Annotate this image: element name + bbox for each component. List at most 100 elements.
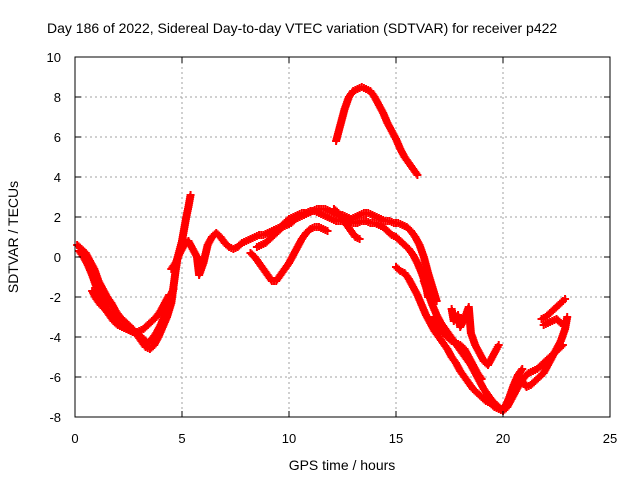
data-point-trail [479, 394, 489, 404]
data-point-trail [273, 272, 284, 284]
series-arc-12 [447, 303, 503, 369]
data-point-trail [277, 266, 288, 278]
data-point-trail [528, 378, 538, 388]
data-point-trail [149, 330, 160, 342]
data-point-trail [551, 302, 562, 312]
data-point-trail [222, 240, 232, 250]
data-point-trail [181, 238, 191, 248]
x-tick-label: 5 [178, 431, 185, 446]
data-point-trail [260, 266, 271, 278]
data-point-trail [125, 322, 136, 332]
data-point-trail [345, 88, 357, 100]
data-point-trail [140, 322, 151, 332]
y-tick-label: -6 [49, 370, 61, 385]
data-point-trail [348, 228, 359, 240]
data-point [561, 295, 570, 303]
data-point-trail [217, 234, 228, 246]
data-point [518, 365, 527, 373]
data-point-trail [262, 236, 273, 246]
data-series [73, 83, 572, 415]
series-arc-7 [329, 205, 364, 243]
y-tick-label: -2 [49, 290, 61, 305]
data-point-trail [145, 336, 155, 346]
data-point-trail [275, 224, 286, 234]
y-tick-label: 2 [54, 210, 61, 225]
data-point-trail [401, 242, 412, 252]
data-point-trail [521, 370, 532, 380]
data-point-trail [442, 326, 453, 338]
series-arc-5 [252, 205, 441, 305]
data-point-trail [457, 342, 468, 352]
data-point-trail [367, 88, 378, 100]
data-point [165, 291, 174, 299]
data-point-trail [405, 160, 417, 172]
data-point-trail [121, 318, 132, 328]
series-arc-6 [246, 223, 332, 285]
data-point-trail [485, 392, 496, 404]
data-point-trail [401, 270, 412, 282]
data-point-trail [93, 296, 104, 308]
data-point-trail [380, 224, 391, 234]
data-point-trail [489, 398, 500, 408]
data-point-trail [303, 226, 313, 236]
series-arc-15 [539, 315, 570, 329]
data-point-trail [480, 386, 491, 398]
y-tick-label: -4 [49, 330, 61, 345]
data-point-trail [251, 254, 262, 266]
data-point-trail [168, 260, 179, 272]
data-point [186, 191, 195, 199]
y-tick-label: 4 [54, 170, 61, 185]
data-point-trail [481, 358, 491, 368]
data-point-trail [474, 370, 485, 382]
y-axis-label: SDTVAR / TECUs [5, 181, 21, 293]
data-point [561, 321, 570, 329]
x-tick-label: 0 [71, 431, 78, 446]
data-point-trail [271, 228, 281, 238]
data-point-trail [410, 166, 421, 178]
data-point-trail [435, 334, 447, 346]
data-point-trail [264, 272, 275, 284]
y-tick-label: 6 [54, 130, 61, 145]
x-tick-label: 10 [282, 431, 296, 446]
data-point-trail [147, 342, 157, 352]
data-point [413, 171, 422, 179]
data-point-trail [149, 314, 159, 324]
x-tick-label: 25 [603, 431, 617, 446]
data-point-trail [76, 248, 87, 260]
x-tick-label: 20 [496, 431, 510, 446]
data-point-trail [440, 340, 451, 352]
data-point [323, 227, 332, 235]
data-point-trail [405, 246, 417, 258]
data-point-trail [140, 336, 151, 346]
x-axis-label: GPS time / hours [289, 457, 396, 473]
data-point-trail [256, 260, 267, 272]
data-point-trail [401, 154, 412, 166]
data-point-trail [110, 318, 121, 328]
data-point-trail [102, 306, 113, 318]
data-point-trail [536, 370, 547, 380]
data-point-trail [448, 354, 459, 366]
data-point-trail [444, 334, 455, 344]
data-point-trail [104, 294, 115, 306]
data-point-trail [288, 216, 298, 226]
chart-title: Day 186 of 2022, Sidereal Day-to-day VTE… [47, 20, 557, 36]
data-point-trail [435, 324, 447, 336]
data-point-trail [494, 402, 504, 412]
data-point-trail [465, 380, 476, 392]
data-point-trail [247, 250, 258, 260]
data-point-trail [534, 362, 545, 372]
y-tick-label: -8 [49, 410, 61, 425]
data-point-trail [519, 378, 530, 390]
data-point-trail [184, 193, 195, 209]
y-tick-label: 10 [47, 50, 61, 65]
data-point-trail [474, 390, 485, 400]
data-point-trail [213, 230, 224, 240]
data-point-trail [515, 366, 526, 378]
data-point-trail [136, 332, 147, 342]
data-point-trail [98, 302, 108, 312]
data-point-trail [553, 316, 564, 326]
series-arc-9 [392, 263, 567, 415]
data-point-trail [431, 328, 442, 340]
data-point [477, 375, 486, 383]
y-tick-label: 0 [54, 250, 61, 265]
